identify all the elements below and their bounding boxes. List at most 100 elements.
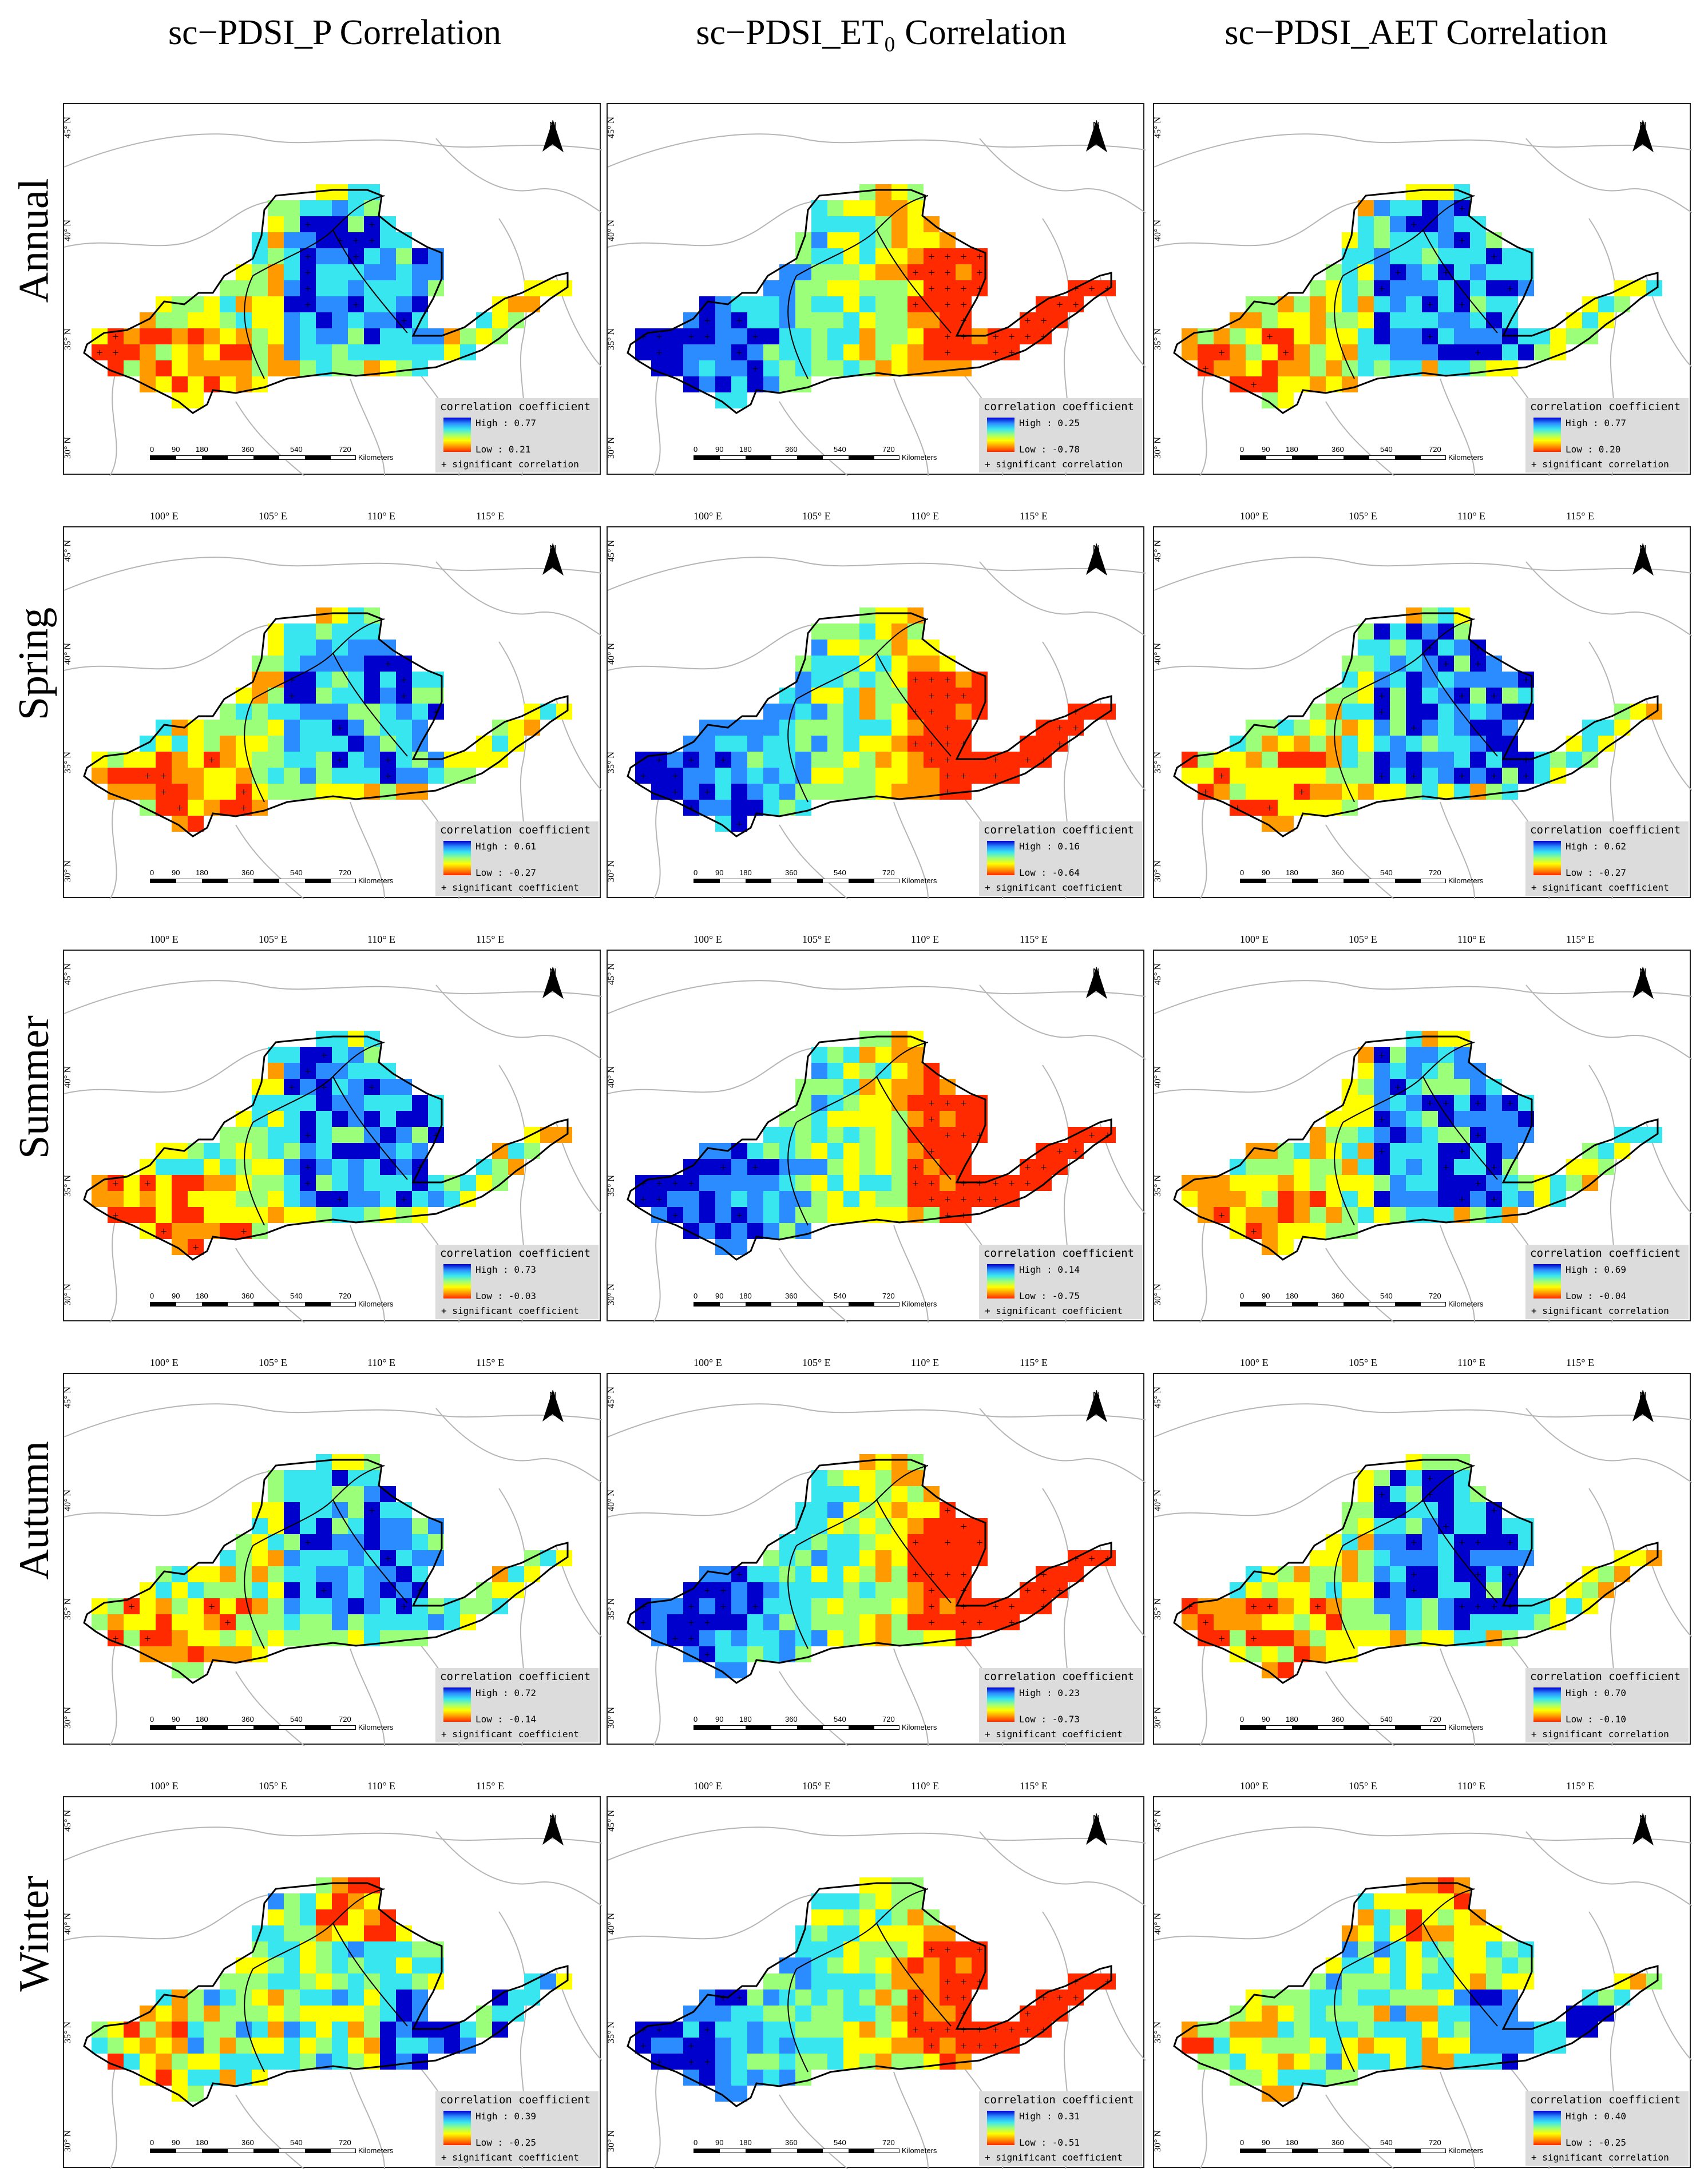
grid-cell xyxy=(908,328,924,344)
grid-cell xyxy=(236,1143,252,1159)
grid-cell xyxy=(988,344,1004,360)
significance-marker: + xyxy=(704,1617,710,1629)
scale-tick-label: 180 xyxy=(196,2138,208,2147)
significance-marker: + xyxy=(928,283,934,295)
grid-cell xyxy=(731,752,747,768)
grid-cell xyxy=(140,328,156,344)
grid-cell xyxy=(1182,768,1198,784)
grid-cell xyxy=(924,1598,940,1614)
grid-cell xyxy=(859,1973,875,1990)
row-label-spring: Spring xyxy=(10,607,58,720)
grid-cell xyxy=(891,1957,908,1973)
grid-cell xyxy=(795,1990,811,2006)
significance-marker: + xyxy=(1072,722,1079,734)
grid-cell xyxy=(683,1175,699,1191)
sub-basin-lines xyxy=(244,195,408,379)
grid-cell xyxy=(1358,328,1374,344)
grid-cell xyxy=(332,752,348,768)
grid-cell xyxy=(1438,1973,1454,1990)
grid-cell xyxy=(908,720,924,736)
grid-cell xyxy=(284,2022,300,2038)
grid-cell xyxy=(1454,2022,1470,2038)
grid-cell xyxy=(1246,1207,1262,1223)
grid-cell xyxy=(683,376,699,392)
grid-cell xyxy=(1438,1207,1454,1223)
grid-cell xyxy=(1486,328,1502,344)
province-boundary xyxy=(235,824,305,899)
grid-cell xyxy=(412,280,428,296)
scale-bar: 0 90 180 360 540 720 Kilometers xyxy=(1240,445,1486,466)
grid-cell xyxy=(635,1614,651,1630)
grid-cell xyxy=(396,328,412,344)
grid-cell xyxy=(859,264,875,280)
grid-cell xyxy=(683,2038,699,2054)
grid-cell xyxy=(332,1111,348,1127)
grid-cell xyxy=(284,1143,300,1159)
significance-marker: + xyxy=(1475,1601,1481,1613)
grid-cell xyxy=(715,784,731,800)
province-boundary xyxy=(1154,1826,1692,1861)
scale-tick-label: 180 xyxy=(1286,1292,1298,1300)
grid-cell xyxy=(811,1127,827,1143)
significance-marker: + xyxy=(912,1177,918,1190)
grid-cell xyxy=(1566,1159,1582,1175)
grid-cell xyxy=(843,1909,859,1925)
significance-marker: + xyxy=(176,802,183,815)
grid-cell xyxy=(284,1614,300,1630)
grid-cell xyxy=(380,2038,396,2054)
grid-cell xyxy=(811,1191,827,1207)
grid-cell xyxy=(396,1550,412,1566)
grid-cell xyxy=(220,1973,236,1990)
grid-cell xyxy=(940,704,956,720)
latitude-label: 35° N xyxy=(1153,1175,1163,1197)
grid-cell xyxy=(1278,2054,1294,2070)
grid-cell xyxy=(412,2038,428,2054)
grid-cell xyxy=(380,1550,396,1566)
grid-cell xyxy=(1454,312,1470,328)
grid-cell xyxy=(699,736,715,752)
grid-cell xyxy=(747,2070,763,2086)
grid-cell xyxy=(204,296,220,312)
grid-cell xyxy=(1246,1191,1262,1207)
basin-outline xyxy=(83,1882,569,2107)
latitude-label: 30° N xyxy=(63,860,73,882)
grid-cell xyxy=(268,2022,284,2038)
grid-cell xyxy=(827,1630,843,1646)
grid-cell xyxy=(731,1582,747,1598)
scale-tick-label: 180 xyxy=(196,868,208,877)
significance-marker: + xyxy=(1475,642,1481,654)
column-title-p: sc−PDSI_P Correlation xyxy=(168,13,502,52)
grid-cell xyxy=(891,1630,908,1646)
grid-cell xyxy=(1390,656,1406,672)
scale-unit: Kilometers xyxy=(1448,1300,1484,1308)
grid-cell xyxy=(156,1191,172,1207)
province-boundary xyxy=(1154,624,1361,671)
grid-cell xyxy=(940,312,956,328)
grid-cell xyxy=(859,656,875,672)
scale-bar: 0 90 180 360 540 720 Kilometers xyxy=(1240,2138,1486,2159)
grid-cell xyxy=(1598,1566,1614,1582)
grid-cell xyxy=(1454,248,1470,264)
grid-cell xyxy=(332,1502,348,1518)
grid-cell xyxy=(1390,1550,1406,1566)
grid-cell xyxy=(156,2022,172,2038)
grid-cell xyxy=(795,1550,811,1566)
grid-cell xyxy=(1230,784,1246,800)
longitude-label: 115° E xyxy=(1020,934,1048,945)
legend-title: correlation coefficient xyxy=(984,2094,1135,2106)
grid-cell xyxy=(124,360,140,376)
grid-cell xyxy=(940,1095,956,1111)
scale-tick-label: 90 xyxy=(1262,445,1270,454)
grid-cell xyxy=(1438,672,1454,688)
grid-cell xyxy=(1422,1941,1438,1957)
grid-cell xyxy=(1358,2022,1374,2038)
significance-marker: + xyxy=(976,1617,982,1629)
longitude-label: 100° E xyxy=(150,1780,179,1792)
grid-cell xyxy=(940,1582,956,1598)
grid-cell xyxy=(396,1566,412,1582)
grid-cell xyxy=(316,312,332,328)
grid-cell xyxy=(747,312,763,328)
grid-cell xyxy=(268,264,284,280)
province-boundary xyxy=(109,1219,117,1323)
grid-cell xyxy=(396,1941,412,1957)
